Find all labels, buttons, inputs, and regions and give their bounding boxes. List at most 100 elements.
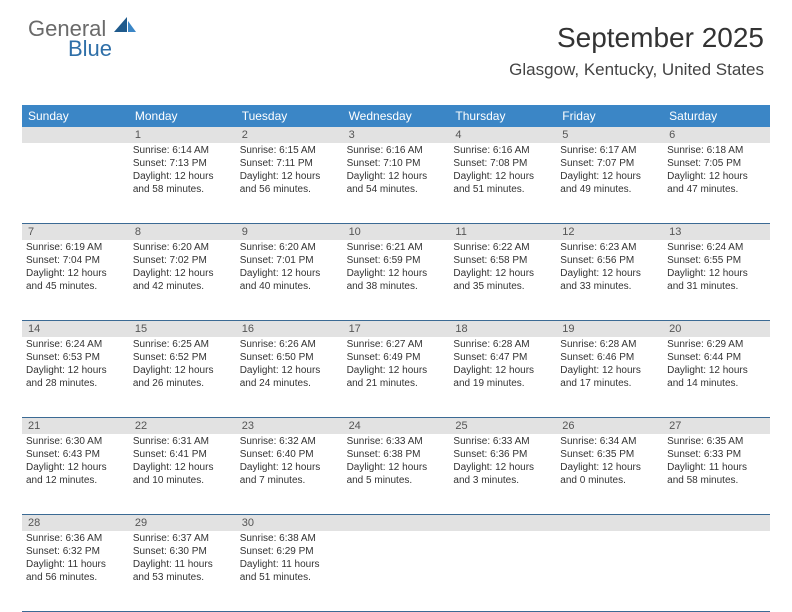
cell-ss: Sunset: 6:32 PM xyxy=(26,545,125,558)
cell-ss: Sunset: 7:11 PM xyxy=(240,157,339,170)
cell-ss: Sunset: 6:47 PM xyxy=(453,351,552,364)
cell-sr: Sunrise: 6:24 AM xyxy=(26,338,125,351)
cell-d1: Daylight: 12 hours xyxy=(347,364,446,377)
cell-d2: and 24 minutes. xyxy=(240,377,339,390)
calendar-cell xyxy=(663,531,770,611)
daynum-row: 282930 xyxy=(22,515,770,531)
calendar-cell: Sunrise: 6:20 AMSunset: 7:01 PMDaylight:… xyxy=(236,240,343,320)
day-number: 27 xyxy=(663,418,770,434)
cell-d2: and 58 minutes. xyxy=(133,183,232,196)
day-number: 25 xyxy=(449,418,556,434)
calendar-cell: Sunrise: 6:24 AMSunset: 6:53 PMDaylight:… xyxy=(22,337,129,417)
day-header: Tuesday xyxy=(236,105,343,127)
cell-d2: and 26 minutes. xyxy=(133,377,232,390)
week-row: Sunrise: 6:24 AMSunset: 6:53 PMDaylight:… xyxy=(22,337,770,418)
cell-d1: Daylight: 12 hours xyxy=(240,267,339,280)
calendar-cell: Sunrise: 6:38 AMSunset: 6:29 PMDaylight:… xyxy=(236,531,343,611)
cell-d2: and 0 minutes. xyxy=(560,474,659,487)
cell-ss: Sunset: 6:30 PM xyxy=(133,545,232,558)
calendar-cell: Sunrise: 6:22 AMSunset: 6:58 PMDaylight:… xyxy=(449,240,556,320)
calendar-cell: Sunrise: 6:33 AMSunset: 6:38 PMDaylight:… xyxy=(343,434,450,514)
calendar-cell: Sunrise: 6:20 AMSunset: 7:02 PMDaylight:… xyxy=(129,240,236,320)
calendar-cell: Sunrise: 6:16 AMSunset: 7:08 PMDaylight:… xyxy=(449,143,556,223)
daynum-row: 123456 xyxy=(22,127,770,143)
cell-d1: Daylight: 12 hours xyxy=(453,364,552,377)
cell-ss: Sunset: 6:29 PM xyxy=(240,545,339,558)
cell-ss: Sunset: 6:59 PM xyxy=(347,254,446,267)
cell-ss: Sunset: 6:58 PM xyxy=(453,254,552,267)
cell-d2: and 21 minutes. xyxy=(347,377,446,390)
day-number: 5 xyxy=(556,127,663,143)
calendar-cell: Sunrise: 6:23 AMSunset: 6:56 PMDaylight:… xyxy=(556,240,663,320)
cell-d1: Daylight: 12 hours xyxy=(667,267,766,280)
cell-d1: Daylight: 12 hours xyxy=(560,170,659,183)
day-number: 7 xyxy=(22,224,129,240)
cell-d1: Daylight: 12 hours xyxy=(133,364,232,377)
calendar-cell: Sunrise: 6:32 AMSunset: 6:40 PMDaylight:… xyxy=(236,434,343,514)
brand-logo: General Blue xyxy=(28,18,136,60)
calendar-cell: Sunrise: 6:37 AMSunset: 6:30 PMDaylight:… xyxy=(129,531,236,611)
cell-d1: Daylight: 12 hours xyxy=(560,267,659,280)
day-header: Wednesday xyxy=(343,105,450,127)
day-header: Monday xyxy=(129,105,236,127)
day-number: 24 xyxy=(343,418,450,434)
cell-sr: Sunrise: 6:22 AM xyxy=(453,241,552,254)
cell-d2: and 7 minutes. xyxy=(240,474,339,487)
cell-d1: Daylight: 12 hours xyxy=(133,267,232,280)
cell-sr: Sunrise: 6:21 AM xyxy=(347,241,446,254)
cell-d1: Daylight: 12 hours xyxy=(26,267,125,280)
week-row: Sunrise: 6:30 AMSunset: 6:43 PMDaylight:… xyxy=(22,434,770,515)
cell-ss: Sunset: 6:55 PM xyxy=(667,254,766,267)
calendar-cell: Sunrise: 6:28 AMSunset: 6:47 PMDaylight:… xyxy=(449,337,556,417)
cell-ss: Sunset: 7:13 PM xyxy=(133,157,232,170)
cell-d1: Daylight: 12 hours xyxy=(453,170,552,183)
cell-ss: Sunset: 6:52 PM xyxy=(133,351,232,364)
cell-d2: and 28 minutes. xyxy=(26,377,125,390)
calendar-grid: SundayMondayTuesdayWednesdayThursdayFrid… xyxy=(22,105,770,612)
cell-d2: and 33 minutes. xyxy=(560,280,659,293)
day-header: Sunday xyxy=(22,105,129,127)
cell-d1: Daylight: 12 hours xyxy=(26,364,125,377)
calendar-cell: Sunrise: 6:15 AMSunset: 7:11 PMDaylight:… xyxy=(236,143,343,223)
cell-d1: Daylight: 12 hours xyxy=(667,170,766,183)
cell-ss: Sunset: 7:07 PM xyxy=(560,157,659,170)
cell-ss: Sunset: 7:02 PM xyxy=(133,254,232,267)
cell-ss: Sunset: 7:04 PM xyxy=(26,254,125,267)
cell-d2: and 40 minutes. xyxy=(240,280,339,293)
cell-d2: and 56 minutes. xyxy=(240,183,339,196)
day-header: Thursday xyxy=(449,105,556,127)
cell-d1: Daylight: 12 hours xyxy=(453,461,552,474)
daynum-row: 78910111213 xyxy=(22,224,770,240)
cell-ss: Sunset: 6:38 PM xyxy=(347,448,446,461)
week-row: Sunrise: 6:19 AMSunset: 7:04 PMDaylight:… xyxy=(22,240,770,321)
day-number xyxy=(449,515,556,531)
cell-d2: and 5 minutes. xyxy=(347,474,446,487)
calendar-cell: Sunrise: 6:21 AMSunset: 6:59 PMDaylight:… xyxy=(343,240,450,320)
calendar-cell: Sunrise: 6:34 AMSunset: 6:35 PMDaylight:… xyxy=(556,434,663,514)
day-header: Friday xyxy=(556,105,663,127)
day-number: 2 xyxy=(236,127,343,143)
cell-ss: Sunset: 6:40 PM xyxy=(240,448,339,461)
day-number: 30 xyxy=(236,515,343,531)
cell-sr: Sunrise: 6:33 AM xyxy=(347,435,446,448)
cell-d2: and 51 minutes. xyxy=(453,183,552,196)
cell-sr: Sunrise: 6:15 AM xyxy=(240,144,339,157)
cell-sr: Sunrise: 6:16 AM xyxy=(347,144,446,157)
cell-sr: Sunrise: 6:24 AM xyxy=(667,241,766,254)
day-number: 21 xyxy=(22,418,129,434)
day-number: 19 xyxy=(556,321,663,337)
day-number: 12 xyxy=(556,224,663,240)
cell-d2: and 51 minutes. xyxy=(240,571,339,584)
cell-d2: and 47 minutes. xyxy=(667,183,766,196)
cell-sr: Sunrise: 6:33 AM xyxy=(453,435,552,448)
cell-d2: and 42 minutes. xyxy=(133,280,232,293)
cell-sr: Sunrise: 6:35 AM xyxy=(667,435,766,448)
page-header: September 2025 Glasgow, Kentucky, United… xyxy=(509,22,764,80)
day-number: 4 xyxy=(449,127,556,143)
brand-word2: Blue xyxy=(68,38,136,60)
cell-d2: and 49 minutes. xyxy=(560,183,659,196)
cell-sr: Sunrise: 6:36 AM xyxy=(26,532,125,545)
cell-d1: Daylight: 11 hours xyxy=(26,558,125,571)
cell-d1: Daylight: 11 hours xyxy=(667,461,766,474)
cell-d1: Daylight: 12 hours xyxy=(560,461,659,474)
